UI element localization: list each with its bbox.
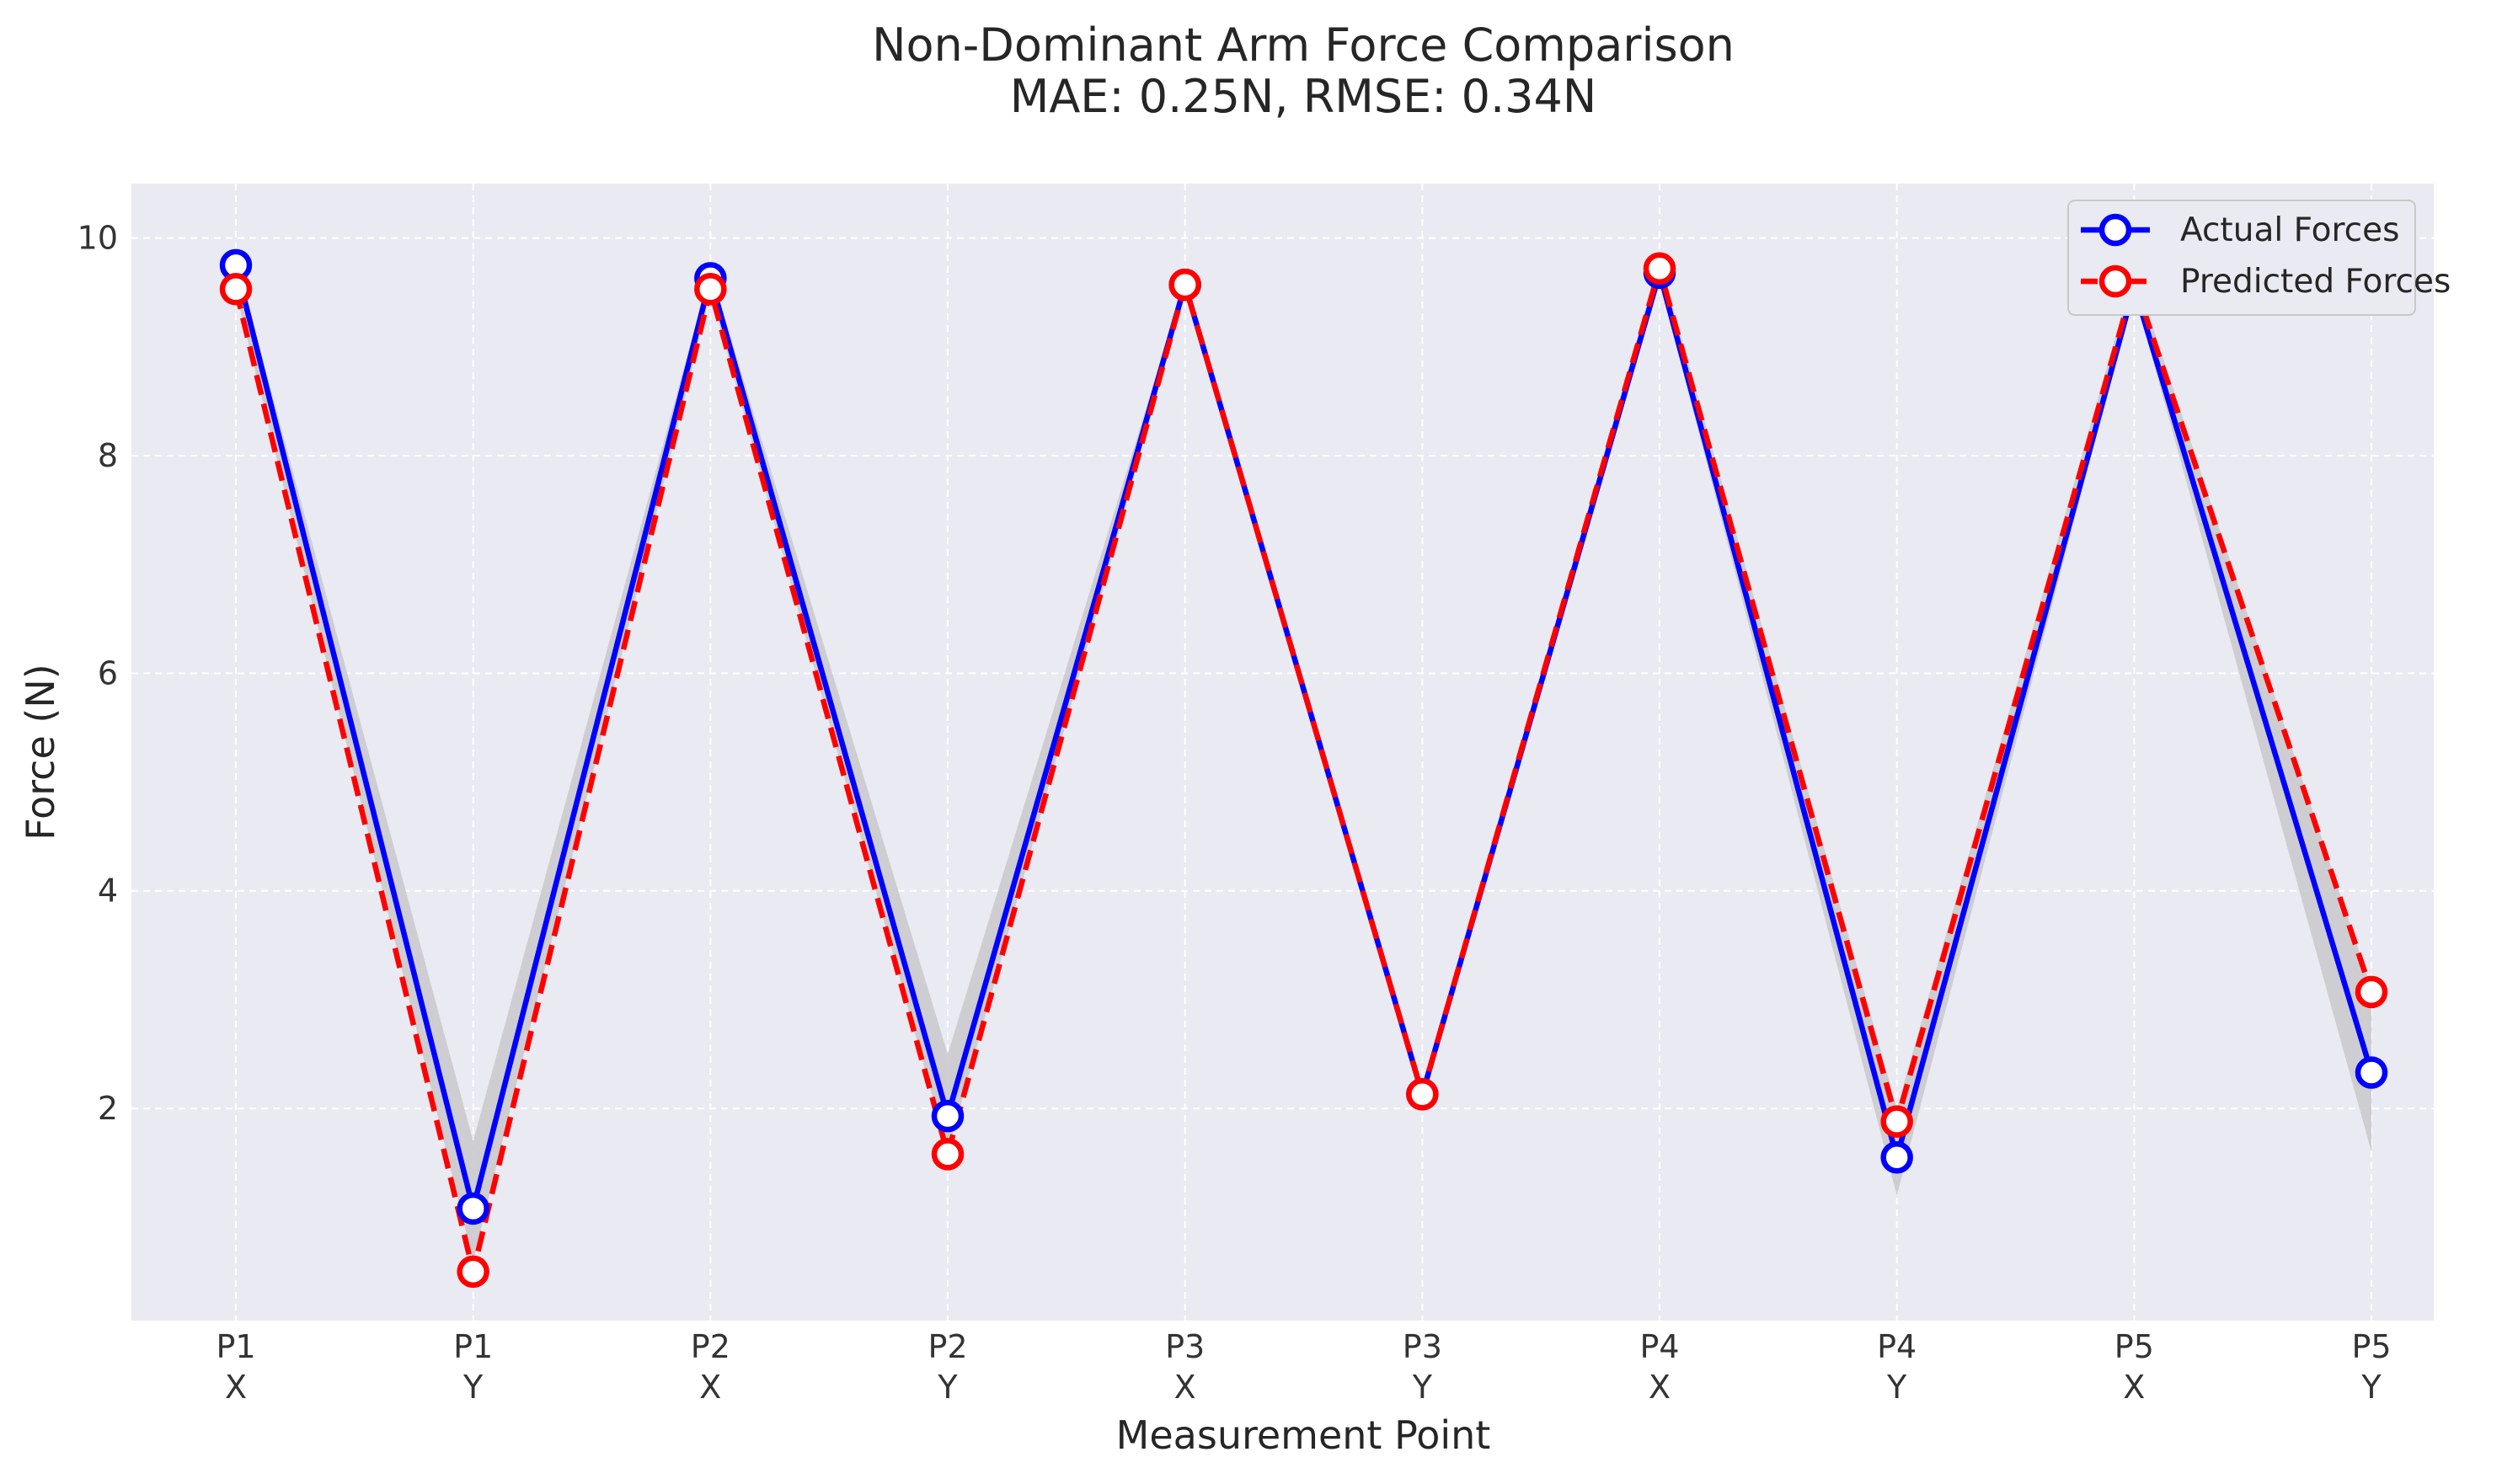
- x-tick-label: P2: [928, 1328, 967, 1365]
- x-tick-label: P3: [1403, 1328, 1442, 1365]
- x-tick-label: Y: [937, 1369, 958, 1406]
- chart-subtitle: MAE: 0.25N, RMSE: 0.34N: [1010, 70, 1596, 123]
- legend: Actual Forces Predicted Forces: [2067, 200, 2451, 316]
- x-tick-label: X: [1174, 1369, 1196, 1406]
- series-lines: [233, 258, 2375, 1273]
- legend-label: Predicted Forces: [2180, 263, 2451, 301]
- x-tick-label: X: [699, 1369, 721, 1406]
- predicted-point: [1643, 252, 1676, 286]
- y-axis-label: Force (N): [18, 664, 63, 840]
- series-line-predicted: [233, 258, 2375, 1273]
- predicted-point: [1406, 1078, 1439, 1111]
- y-tick-label: 2: [98, 1090, 118, 1127]
- x-tick-label: P5: [2114, 1328, 2154, 1365]
- x-tick-label: P4: [1639, 1328, 1679, 1365]
- legend-box: [2067, 200, 2416, 316]
- legend-marker: [2098, 264, 2132, 298]
- x-tick-label: Y: [1412, 1369, 1433, 1406]
- x-tick-label: X: [225, 1369, 247, 1406]
- predicted-point: [694, 273, 727, 306]
- x-tick-label: Y: [1886, 1369, 1907, 1406]
- x-tick-label: P2: [691, 1328, 730, 1365]
- y-tick-label: 6: [98, 654, 118, 691]
- series-markers: [219, 248, 2388, 1289]
- plot-area: [131, 184, 2434, 1321]
- y-tick-label: 10: [78, 220, 118, 257]
- x-axis: P1 X P1 Y P2 X P2 Y P3 X P3 Y P4 X P4 Y P5 X P5 Y: [216, 1328, 2391, 1406]
- actual-point: [457, 1192, 489, 1225]
- legend-marker: [2098, 213, 2132, 247]
- actual-point: [1880, 1140, 1913, 1174]
- x-tick-label: P5: [2351, 1328, 2391, 1365]
- legend-label: Actual Forces: [2180, 211, 2399, 249]
- predicted-point: [1880, 1105, 1913, 1138]
- chart-title: Non-Dominant Arm Force Comparison: [872, 19, 1735, 72]
- x-tick-label: Y: [462, 1369, 484, 1406]
- y-tick-label: 8: [98, 437, 118, 474]
- predicted-point: [219, 273, 253, 306]
- series-line-actual: [233, 262, 2375, 1209]
- x-tick-label: P4: [1877, 1328, 1917, 1365]
- x-tick-label: P1: [453, 1328, 493, 1365]
- x-tick-label: P1: [216, 1328, 255, 1365]
- y-tick-label: 4: [98, 873, 118, 910]
- actual-point: [2355, 1056, 2388, 1089]
- x-tick-label: X: [2123, 1369, 2145, 1406]
- x-tick-label: Y: [2360, 1369, 2382, 1406]
- x-axis-label: Measurement Point: [1116, 1412, 1491, 1458]
- x-tick-label: P3: [1165, 1328, 1205, 1365]
- predicted-point: [931, 1138, 965, 1171]
- predicted-point: [2355, 975, 2388, 1009]
- y-axis: 2 4 6 8 10: [78, 220, 118, 1127]
- predicted-point: [1168, 268, 1201, 302]
- x-tick-label: X: [1649, 1369, 1671, 1406]
- predicted-point: [457, 1255, 489, 1289]
- actual-point: [931, 1099, 965, 1133]
